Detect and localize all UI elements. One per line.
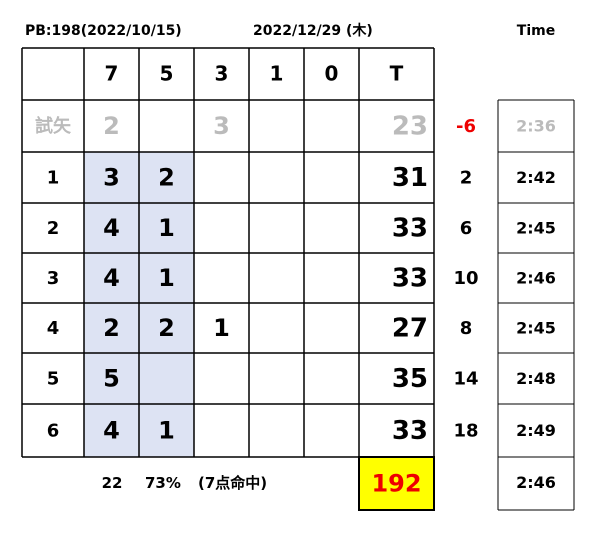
row-label: 3 <box>47 268 60 289</box>
row-total: 23 <box>392 112 428 142</box>
row-total: 33 <box>392 214 428 244</box>
count: 2 <box>103 314 120 342</box>
diff: 14 <box>453 369 478 390</box>
row-total: 33 <box>392 264 428 294</box>
count: 1 <box>213 314 230 342</box>
row-label: 4 <box>47 318 60 339</box>
hits: 22 <box>102 474 123 492</box>
time: 2:45 <box>516 319 556 338</box>
grand-total: 192 <box>371 470 421 498</box>
time: 2:36 <box>516 117 556 136</box>
average-time: 2:46 <box>516 473 556 492</box>
personal-best: PB:198(2022/10/15) <box>25 23 182 39</box>
column-header: 3 <box>215 62 229 86</box>
count: 5 <box>103 365 120 393</box>
column-header: 7 <box>105 62 119 86</box>
count: 2 <box>158 314 175 342</box>
time: 2:46 <box>516 269 556 288</box>
date: 2022/12/29 (木) <box>253 22 373 39</box>
row-label: 1 <box>47 168 60 189</box>
count: 2 <box>103 112 120 140</box>
count: 3 <box>103 164 120 192</box>
row-label: 2 <box>47 218 60 239</box>
time: 2:48 <box>516 369 556 388</box>
diff: 6 <box>460 218 473 239</box>
column-header: T <box>390 62 404 86</box>
row-total: 35 <box>392 364 428 394</box>
count: 4 <box>103 214 120 242</box>
count: 1 <box>158 417 175 445</box>
time: 2:45 <box>516 219 556 238</box>
count: 4 <box>103 264 120 292</box>
note: (7点命中) <box>198 474 267 492</box>
row-label: 5 <box>47 369 60 390</box>
column-header: 5 <box>160 62 174 86</box>
count: 1 <box>158 214 175 242</box>
count: 4 <box>103 417 120 445</box>
rate: 73% <box>145 474 181 492</box>
column-header: 0 <box>325 62 339 86</box>
time: 2:42 <box>516 168 556 187</box>
row-label: 6 <box>47 421 60 442</box>
row-total: 33 <box>392 416 428 446</box>
count: 1 <box>158 264 175 292</box>
diff: 18 <box>453 421 478 442</box>
count: 2 <box>158 164 175 192</box>
diff: 2 <box>460 168 473 189</box>
row-total: 27 <box>392 314 428 344</box>
time-label: Time <box>517 23 555 39</box>
diff: 10 <box>453 268 478 289</box>
time: 2:49 <box>516 421 556 440</box>
row-label: 試矢 <box>35 115 72 137</box>
column-header: 1 <box>270 62 284 86</box>
diff: 8 <box>460 318 473 339</box>
row-total: 31 <box>392 163 428 193</box>
diff: -6 <box>456 116 476 137</box>
count: 3 <box>213 112 230 140</box>
